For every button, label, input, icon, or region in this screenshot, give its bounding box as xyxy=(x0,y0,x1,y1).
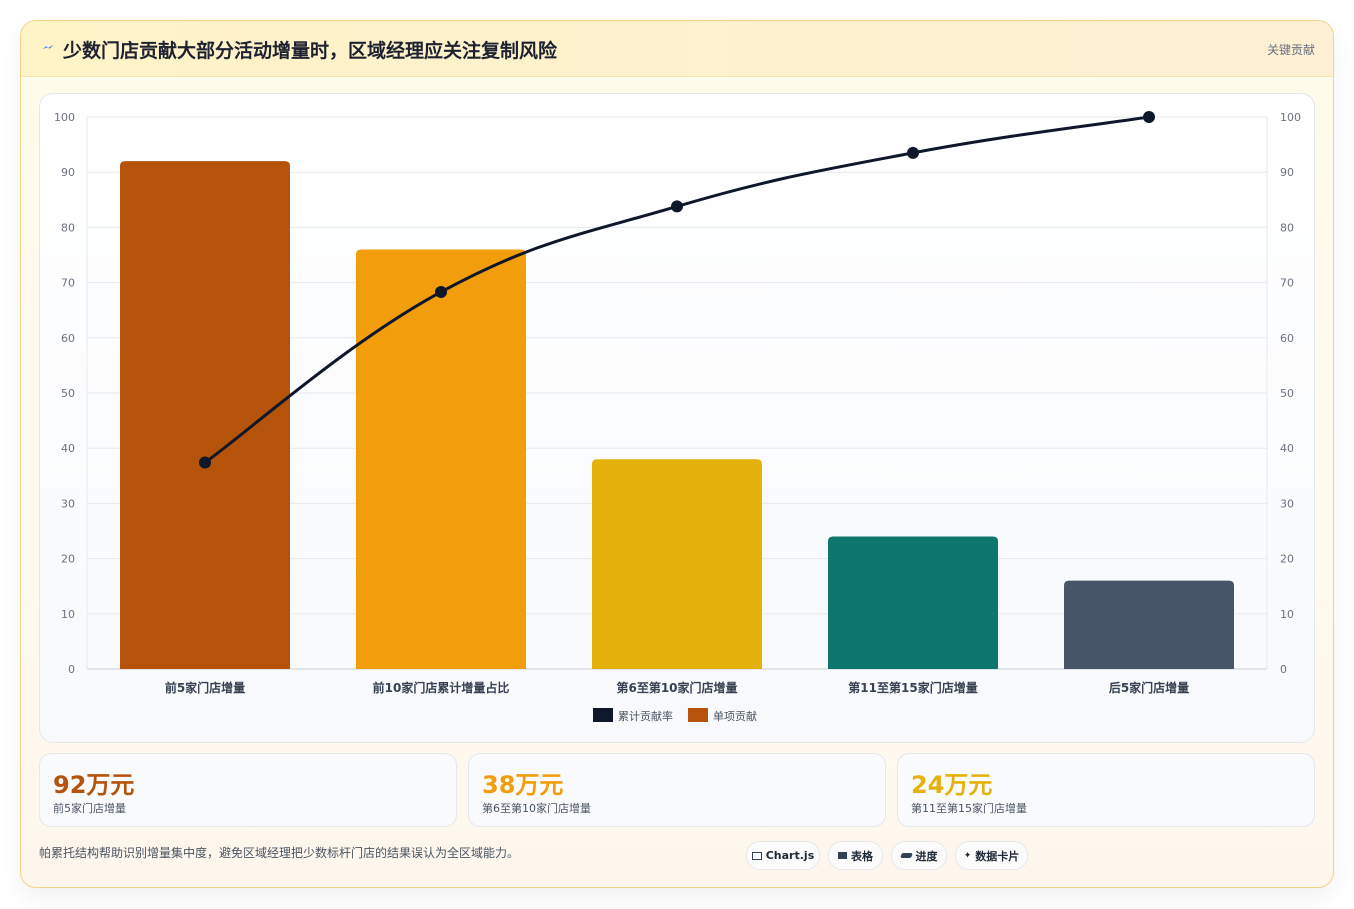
chip-label: 进度 xyxy=(915,849,938,863)
chip-label: Chart.js xyxy=(765,849,815,862)
chart-panel: 0 0 10 10 20 20 30 30 40 40 50 50 60 60 70 70 80 80 90 90 10… xyxy=(39,93,1315,743)
y2-tick-label: 100 xyxy=(1280,111,1301,124)
legend-label: 累计贡献率 xyxy=(618,709,673,723)
y2-tick-label: 20 xyxy=(1280,553,1294,566)
lightning-icon xyxy=(42,45,54,49)
chip-table[interactable]: 表格 xyxy=(828,841,883,870)
y2-tick-label: 50 xyxy=(1280,387,1294,400)
x-tick-label: 前5家门店增量 xyxy=(165,680,245,695)
y-tick-label: 30 xyxy=(61,497,75,510)
chip-progress[interactable]: 进度 xyxy=(891,841,947,870)
card-icon: ✦ xyxy=(963,850,972,861)
bar xyxy=(1064,580,1234,669)
stat-card-top5: 92万元 前5家门店增量 xyxy=(39,753,457,827)
cumulative-point xyxy=(1143,111,1155,123)
y2-tick-label: 0 xyxy=(1280,663,1287,676)
x-tick-label: 后5家门店增量 xyxy=(1109,680,1189,695)
y2-tick-label: 90 xyxy=(1280,166,1294,179)
y-tick-label: 60 xyxy=(61,332,75,345)
stat-value: 24万元 xyxy=(911,771,993,799)
stat-value: 38万元 xyxy=(482,771,564,799)
y2-tick-label: 10 xyxy=(1280,608,1294,621)
page-title: 少数门店贡献大部分活动增量时，区域经理应关注复制风险 xyxy=(63,40,558,62)
progress-icon xyxy=(899,853,913,858)
header-tag: 关键贡献 xyxy=(1266,43,1315,57)
stat-label: 前5家门店增量 xyxy=(53,802,126,815)
y2-tick-label: 40 xyxy=(1280,442,1294,455)
y-tick-label: 80 xyxy=(61,221,75,234)
legend-swatch xyxy=(593,708,613,722)
y2-tick-label: 80 xyxy=(1280,221,1294,234)
chart-icon xyxy=(751,851,762,860)
legend-label: 单项贡献 xyxy=(713,709,757,723)
cumulative-point xyxy=(671,200,683,213)
x-tick-label: 第6至第10家门店增量 xyxy=(616,680,737,695)
stat-card-6-10: 38万元 第6至第10家门店增量 xyxy=(468,753,886,827)
bar xyxy=(356,249,526,670)
y-tick-label: 70 xyxy=(61,277,75,290)
footnote: 帕累托结构帮助识别增量集中度，避免区域经理把少数标杆门店的结果误认为全区域能力。 xyxy=(39,846,520,860)
cumulative-point xyxy=(907,146,919,159)
y-tick-label: 90 xyxy=(61,166,75,179)
card-header: 少数门店贡献大部分活动增量时，区域经理应关注复制风险 关键贡献 xyxy=(21,21,1333,77)
stat-label: 第11至第15家门店增量 xyxy=(911,802,1027,815)
y-tick-label: 50 xyxy=(61,387,75,400)
x-tick-label: 第11至第15家门店增量 xyxy=(848,680,977,695)
y-tick-label: 10 xyxy=(61,608,75,621)
y-tick-label: 40 xyxy=(61,442,75,455)
cumulative-point xyxy=(435,285,447,298)
chip-data-card[interactable]: ✦ 数据卡片 xyxy=(955,841,1028,870)
stat-value: 92万元 xyxy=(53,771,135,799)
y-tick-label: 0 xyxy=(68,663,75,676)
bar xyxy=(592,459,762,669)
y-tick-label: 20 xyxy=(61,553,75,566)
bar xyxy=(828,536,998,669)
bar xyxy=(120,161,290,669)
cumulative-line xyxy=(204,115,1150,464)
y2-tick-label: 70 xyxy=(1280,277,1294,290)
y2-tick-label: 30 xyxy=(1280,497,1294,510)
chip-chartjs[interactable]: Chart.js xyxy=(746,841,820,870)
cumulative-point xyxy=(199,456,211,469)
legend-swatch xyxy=(688,708,708,722)
y2-tick-label: 60 xyxy=(1280,332,1294,345)
chip-label: 表格 xyxy=(851,849,873,863)
pareto-chart: 0 0 10 10 20 20 30 30 40 40 50 50 60 60 70 70 80 80 90 90 10… xyxy=(54,111,1301,723)
report-card: 少数门店贡献大部分活动增量时，区域经理应关注复制风险 关键贡献 0 0 10 10 20… xyxy=(20,20,1334,888)
chip-label: 数据卡片 xyxy=(975,849,1020,863)
table-icon xyxy=(838,852,847,859)
stat-card-11-15: 24万元 第11至第15家门店增量 xyxy=(897,753,1315,827)
x-tick-label: 前10家门店累计增量占比 xyxy=(373,680,510,695)
y-tick-label: 100 xyxy=(54,111,75,124)
stat-label: 第6至第10家门店增量 xyxy=(482,802,591,815)
